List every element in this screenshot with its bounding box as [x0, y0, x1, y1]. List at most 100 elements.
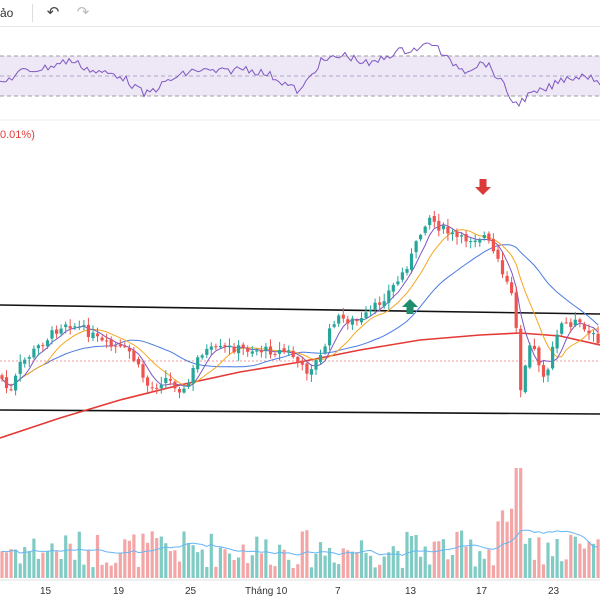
candle-body: [173, 381, 177, 389]
candle-body: [91, 332, 95, 339]
volume-bar: [105, 562, 109, 578]
candle-body: [155, 387, 159, 389]
candle-body: [209, 346, 213, 350]
volume-bar: [109, 565, 113, 578]
volume-bar: [309, 567, 313, 578]
volume-bar: [196, 552, 200, 578]
candle-body: [355, 320, 359, 322]
candle-body: [419, 234, 423, 240]
volume-bar: [405, 531, 409, 578]
candle-body: [118, 344, 122, 347]
candle-body: [86, 324, 90, 337]
volume-bar: [387, 552, 391, 578]
volume-bar: [541, 564, 546, 578]
volume-bar: [241, 544, 245, 578]
candle-body: [36, 345, 40, 349]
volume-bar: [114, 562, 118, 578]
volume-bar: [450, 555, 455, 578]
candle-body: [4, 377, 9, 389]
candle-body: [136, 359, 141, 365]
candle-body: [391, 285, 395, 292]
volume-bar: [437, 541, 441, 578]
volume-bar: [296, 564, 300, 578]
candle-body: [510, 282, 514, 294]
candle-body: [41, 345, 45, 347]
candle-body: [382, 301, 386, 307]
candle-body: [350, 318, 354, 325]
volume-bar: [446, 559, 450, 578]
volume-bar: [464, 546, 468, 578]
candle-body: [400, 272, 404, 280]
candle-body: [359, 318, 364, 323]
candle-body: [532, 345, 536, 349]
volume-bar: [268, 564, 273, 578]
volume-bar: [560, 561, 564, 578]
candle-body: [164, 378, 168, 383]
toolbar-divider: [32, 4, 33, 22]
volume-bar: [555, 539, 559, 578]
candle-body: [205, 348, 209, 355]
candle-body: [259, 350, 263, 353]
candle-body: [560, 323, 564, 334]
candle-body: [314, 360, 318, 370]
candle-body: [396, 281, 400, 285]
buy-signal-icon[interactable]: [402, 299, 418, 314]
candle-body: [237, 345, 241, 354]
price-change-label: 0.01%): [0, 129, 35, 141]
volume-bar: [473, 566, 477, 578]
volume-bar: [409, 536, 414, 578]
volume-bar: [469, 539, 473, 578]
candle-body: [337, 315, 341, 324]
volume-bar: [123, 539, 127, 578]
volume-bar: [100, 564, 104, 578]
candle-body: [491, 239, 495, 252]
sell-arrow-icon: [475, 179, 491, 195]
volume-bar: [168, 551, 172, 578]
sell-signal-icon[interactable]: [475, 179, 491, 195]
volume-bar: [155, 538, 159, 578]
volume-bar: [582, 548, 586, 578]
volume-bar: [59, 559, 63, 578]
channel-lower-trendline[interactable]: [0, 409, 600, 415]
volume-bar: [214, 566, 218, 578]
volume-bar: [591, 543, 596, 578]
x-tick-19: 19: [113, 586, 125, 597]
volume-bar: [378, 564, 382, 578]
candle-body: [464, 234, 468, 242]
candle-body: [318, 354, 323, 362]
candle-body: [519, 328, 523, 391]
candle-body: [223, 345, 227, 347]
candle-body: [55, 329, 59, 334]
volume-bar: [191, 545, 195, 578]
volume-bar: [232, 560, 236, 578]
candle-body: [9, 389, 13, 391]
candle-body: [95, 333, 100, 337]
candle-body: [441, 225, 445, 230]
candle-body: [146, 377, 150, 386]
volume-bar: [146, 542, 150, 578]
volume-bar: [177, 561, 182, 578]
volume-bar: [45, 550, 50, 578]
candles: [0, 211, 600, 399]
volume-bar: [73, 559, 77, 578]
volume-bar: [382, 556, 386, 578]
volume-bar: [14, 549, 18, 578]
volume-bar: [141, 533, 145, 578]
volume-bar: [282, 549, 286, 578]
volume-bar: [136, 566, 141, 578]
candle-body: [246, 348, 250, 352]
channel-upper-trendline[interactable]: [0, 304, 600, 315]
candle-body: [387, 290, 391, 303]
volume-bar: [227, 553, 232, 578]
volume-bar: [414, 535, 418, 578]
volume-bar: [573, 536, 577, 578]
undo-button[interactable]: ↶: [42, 3, 64, 23]
volume-bar: [273, 566, 277, 578]
candle-body: [218, 345, 222, 348]
redo-button[interactable]: ↷: [72, 3, 94, 23]
candle-body: [505, 275, 509, 282]
volume-bar: [182, 531, 186, 578]
volume-bar: [487, 549, 491, 578]
candle-body: [296, 356, 300, 363]
